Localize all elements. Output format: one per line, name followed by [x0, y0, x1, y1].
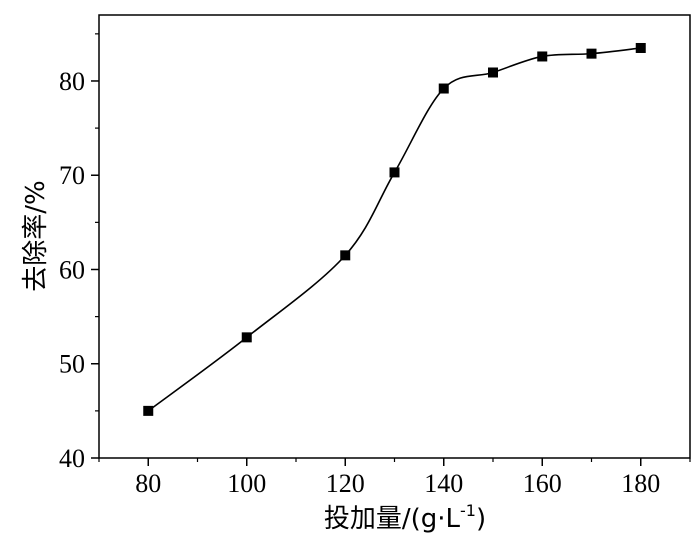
- y-axis-title: 去除率/%: [21, 180, 51, 291]
- data-point-150: [488, 67, 498, 78]
- x-axis-title-close: ): [476, 504, 486, 534]
- data-point-160: [537, 51, 548, 62]
- series-markers: [143, 42, 646, 416]
- y-tick-label-60: 60: [59, 255, 85, 284]
- x-tick-label-140: 140: [424, 469, 463, 498]
- y-tick-label-40: 40: [59, 444, 85, 473]
- data-point-100: [241, 332, 252, 343]
- x-axis-title: 投加量/(g·L-1): [324, 501, 486, 534]
- data-point-120: [340, 250, 351, 261]
- x-axis-title-main: 投加量/(g·L: [324, 504, 461, 534]
- x-tick-label-100: 100: [227, 469, 266, 498]
- x-tick-label-120: 120: [326, 469, 365, 498]
- y-tick-label-80: 80: [59, 67, 85, 96]
- x-tick-label-180: 180: [621, 469, 660, 498]
- y-tick-label-50: 50: [59, 350, 85, 379]
- y-tick-label-70: 70: [59, 161, 85, 190]
- data-point-130: [389, 167, 400, 178]
- plot-frame: [98, 14, 691, 459]
- y-axis-tick-labels: 40 50 60 70 80: [59, 67, 85, 473]
- x-tick-label-80: 80: [135, 469, 161, 498]
- data-point-180: [635, 42, 646, 53]
- data-point-140: [438, 83, 449, 94]
- y-axis-ticks: [91, 33, 99, 459]
- x-axis-title-superscript: -1: [460, 501, 476, 520]
- x-tick-label-160: 160: [523, 469, 562, 498]
- x-axis-tick-labels: 80 100 120 140 160 180: [135, 469, 660, 498]
- data-point-80: [143, 405, 154, 416]
- data-point-170: [586, 48, 597, 59]
- series-line: [147, 47, 641, 412]
- x-axis-ticks: [98, 458, 691, 466]
